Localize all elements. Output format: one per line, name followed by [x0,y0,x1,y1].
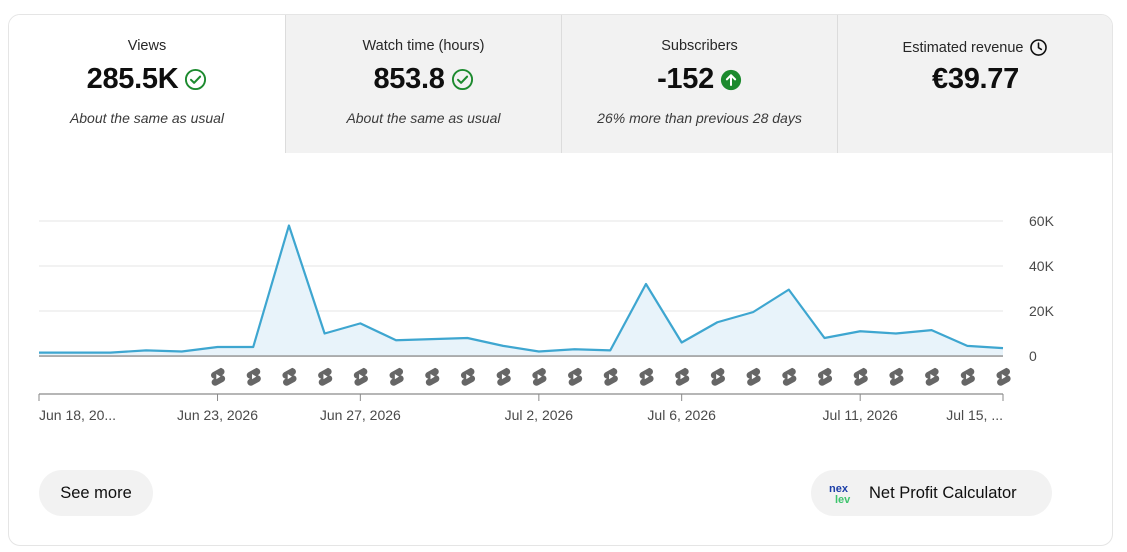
shorts-icon [817,367,833,386]
shorts-icon [568,367,583,386]
shorts-play-shape [216,374,221,380]
shorts-icon [353,367,368,386]
subscribers-value: -152 [657,63,714,95]
shorts-play-shape [1001,374,1006,380]
shorts-icon [211,367,226,386]
shorts-icon [675,367,690,386]
shorts-play-shape [466,374,471,380]
x-tick-label: Jul 11, 2026 [823,407,898,423]
shorts-play-shape [287,374,292,380]
x-tick-label: Jul 15, ... [946,407,1003,423]
analytics-card: Views 285.5K About the same as usual Wat… [8,14,1113,546]
shorts-icon [925,367,940,386]
x-tick-label: Jul 2, 2026 [505,407,574,423]
shorts-play-shape [609,374,614,380]
x-tick-label: Jun 18, 20... [39,407,116,423]
tab-value-row: 285.5K [9,63,285,96]
watch-time-status: About the same as usual [346,110,501,126]
views-line [39,224,1004,354]
svg-text:lev: lev [835,494,851,505]
shorts-play-shape [430,374,435,380]
shorts-play-shape [966,374,971,380]
x-tick-label: Jun 27, 2026 [320,407,401,423]
shorts-play-shape [323,374,328,380]
shorts-icon [389,367,404,386]
shorts-icon [532,367,547,386]
shorts-play-shape [680,374,685,380]
shorts-play-shape [394,374,400,380]
x-tick-label: Jul 6, 2026 [647,407,716,423]
svg-text:nex: nex [829,483,849,495]
y-tick-label: 20K [1029,303,1055,319]
tab-value-row: 853.8 [286,63,561,96]
check-circle-icon [451,68,473,91]
tab-title: Subscribers [661,38,738,54]
tab-watch-time[interactable]: Watch time (hours) 853.8 About the same … [285,15,561,153]
tab-title: Views [127,38,167,54]
shorts-play-shape [573,374,578,380]
shorts-play-shape [716,374,721,380]
subscribers-status: 26% more than previous 28 days [597,110,802,126]
arrow-up-circle-icon [720,69,742,90]
shorts-play-shape [252,374,257,380]
shorts-icon [889,367,904,386]
shorts-icon [853,367,868,386]
tab-title: Watch time (hours) [362,38,485,54]
tab-revenue[interactable]: Estimated revenue €39.77 [837,15,1112,153]
shorts-play-shape [858,374,864,380]
metric-tabs: Views 285.5K About the same as usual Wat… [9,15,1112,153]
watch-time-value: 853.8 [373,63,445,95]
shorts-icon [246,367,261,386]
shorts-icon [996,367,1011,386]
tab-views[interactable]: Views 285.5K About the same as usual [9,15,285,153]
shorts-icon [318,367,333,386]
shorts-play-shape [751,374,757,380]
nexlev-logo: nex lev [829,483,851,505]
shorts-icon [460,367,476,386]
shorts-icon [496,367,511,386]
shorts-icon [746,367,761,386]
shorts-play-shape [501,374,507,380]
net-profit-label: Net Profit Calculator [869,483,1017,502]
y-tick-label: 60K [1029,213,1055,229]
revenue-value: €39.77 [932,63,1019,95]
clock-icon [1030,39,1048,56]
shorts-icon [782,367,797,386]
tab-value-row: -152 [562,63,837,96]
tab-title: Estimated revenue [902,39,1024,56]
views-status: About the same as usual [69,110,225,126]
shorts-icon [282,367,297,386]
tab-value-row: €39.77 [838,63,1112,96]
shorts-play-shape [823,374,828,380]
check-circle-icon [185,68,207,91]
shorts-icon [960,367,975,386]
see-more-button[interactable]: See more [39,470,153,516]
shorts-icon [639,367,654,386]
shorts-play-shape [894,374,899,380]
shorts-play-shape [930,374,935,380]
tab-title-row: Estimated revenue [838,38,1112,57]
shorts-icon [710,367,725,386]
tab-subscribers[interactable]: Subscribers -152 26% more than previous … [561,15,837,153]
x-tick-label: Jun 23, 2026 [177,407,258,423]
net-profit-calculator-button[interactable]: nex lev Net Profit Calculator [811,470,1052,516]
shorts-play-shape [787,374,792,380]
shorts-play-shape [537,374,542,380]
y-tick-label: 0 [1029,348,1037,364]
views-value: 285.5K [86,63,179,95]
y-tick-label: 40K [1029,258,1055,274]
shorts-icon [425,367,440,386]
shorts-play-shape [644,374,649,380]
shorts-play-shape [359,374,364,380]
shorts-icon [603,367,618,386]
